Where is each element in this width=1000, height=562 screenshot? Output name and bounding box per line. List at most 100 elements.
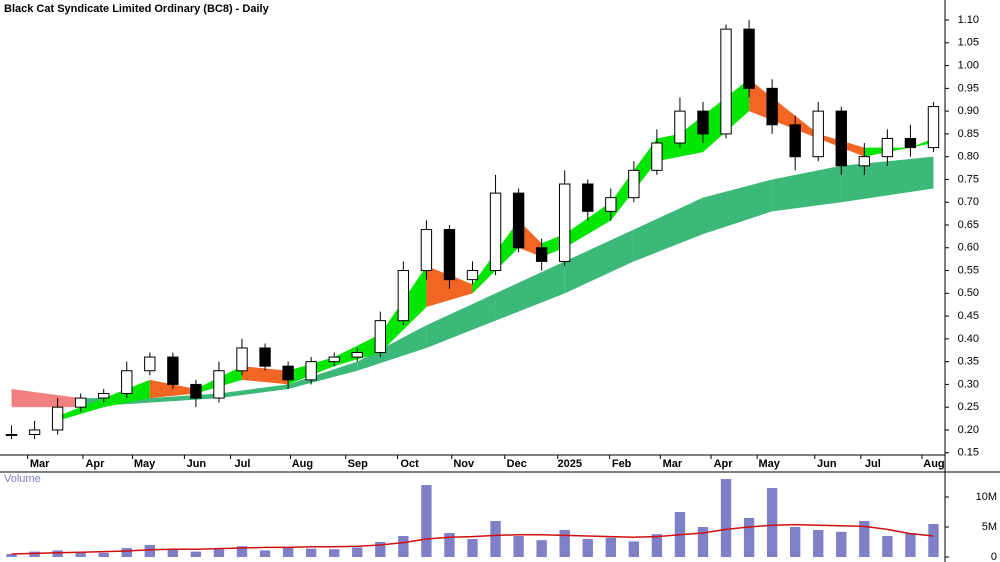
short-ribbon-segment (864, 147, 911, 157)
candle-body (282, 365, 294, 381)
x-tick-label: Feb (612, 458, 632, 470)
candle-body (190, 383, 202, 399)
y-tick-label: 1.05 (958, 37, 979, 49)
y-tick-label: 0.75 (958, 173, 979, 185)
volume-bar (375, 542, 386, 557)
candle-body (858, 156, 871, 167)
long-ribbon-segment (218, 384, 289, 399)
x-tick-label: May (758, 458, 780, 470)
candle-body (789, 124, 801, 158)
candle-body (766, 87, 778, 126)
candle-body (743, 28, 755, 89)
volume-bar (75, 552, 86, 557)
y-tick-label: 0.40 (958, 333, 979, 345)
long-ribbon-segment (149, 393, 219, 403)
y-tick-label: 0.25 (958, 401, 979, 413)
candle-body (927, 106, 940, 149)
volume-tick-label: 10M (976, 491, 997, 503)
x-tick-label: Apr (85, 458, 105, 470)
volume-bar (352, 547, 363, 557)
short-ribbon-segment (518, 220, 542, 257)
candle-body (904, 137, 917, 149)
short-ribbon-segment (541, 234, 565, 257)
candle-body (167, 356, 179, 385)
candle-body (351, 352, 363, 358)
volume-bar (928, 524, 939, 557)
candle-body (259, 347, 271, 367)
y-tick-label: 0.50 (958, 287, 979, 299)
y-tick-label: 0.55 (958, 264, 979, 276)
x-tick-label: Dec (507, 458, 527, 470)
y-tick-label: 0.60 (958, 242, 979, 254)
candle-body (674, 110, 686, 144)
volume-bar (743, 518, 755, 557)
volume-bar (467, 539, 478, 557)
x-tick-label: Nov (453, 458, 475, 470)
y-tick-label: 0.30 (958, 378, 979, 390)
x-tick-label: Aug (292, 458, 313, 470)
volume-bar (836, 531, 847, 557)
y-tick-label: 1.10 (958, 14, 979, 26)
volume-bar (697, 527, 709, 557)
volume-bar (421, 485, 432, 557)
volume-bar (536, 540, 547, 557)
candle-body (5, 434, 18, 437)
volume-bar (329, 549, 340, 557)
candle-body (535, 247, 548, 262)
volume-bar (236, 546, 248, 557)
volume-bar (144, 545, 156, 557)
candle-body (328, 356, 340, 363)
x-tick-label: Mar (30, 458, 50, 470)
candle-body (98, 393, 110, 399)
candle-body (443, 229, 456, 281)
long-ribbon-segment (633, 197, 703, 262)
long-ribbon-segment (702, 179, 773, 235)
long-ribbon-segment (495, 261, 565, 321)
candle-body (51, 406, 64, 431)
long-ribbon-segment (288, 361, 358, 389)
x-tick-label: 2025 (558, 458, 582, 470)
volume-tick-label: 0 (991, 551, 997, 562)
x-tick-label: Oct (400, 458, 419, 470)
volume-bar (29, 551, 40, 557)
y-tick-label: 0.20 (958, 424, 979, 436)
candle-body (628, 169, 640, 199)
volume-bar (444, 533, 455, 557)
volume-bar (813, 530, 824, 557)
volume-bar (52, 550, 63, 557)
y-tick-label: 0.15 (958, 447, 979, 459)
candle-body (305, 361, 317, 381)
y-tick-label: 0.45 (958, 310, 979, 322)
y-tick-label: 0.90 (958, 105, 979, 117)
candle-body (420, 229, 433, 272)
short-ribbon-segment (242, 366, 289, 385)
volume-bar (398, 536, 409, 557)
short-ribbon-segment (679, 115, 703, 157)
volume-bar (121, 548, 132, 557)
x-tick-label: Aug (923, 458, 944, 470)
y-tick-label: 0.35 (958, 356, 979, 368)
candle-body (605, 197, 617, 212)
x-tick-label: Jun (817, 458, 837, 470)
candle-body (374, 320, 386, 354)
y-tick-label: 0.85 (958, 128, 979, 140)
candle-body (720, 28, 732, 135)
volume-bar (905, 533, 916, 557)
candle-body (582, 183, 594, 212)
x-tick-label: Mar (663, 458, 683, 470)
volume-bar (259, 550, 271, 557)
candle-body (697, 110, 709, 135)
volume-bar (859, 521, 870, 557)
volume-bar (882, 536, 893, 557)
candle-body (74, 397, 87, 408)
long-ribbon-segment (426, 293, 496, 348)
x-tick-label: Jun (187, 458, 207, 470)
long-ribbon-segment (357, 325, 427, 371)
volume-bar (167, 549, 179, 557)
candle-body (121, 370, 133, 395)
x-tick-label: Jul (235, 458, 251, 470)
candle-body (144, 356, 156, 372)
volume-bar (628, 541, 640, 557)
x-tick-label: Apr (714, 458, 734, 470)
